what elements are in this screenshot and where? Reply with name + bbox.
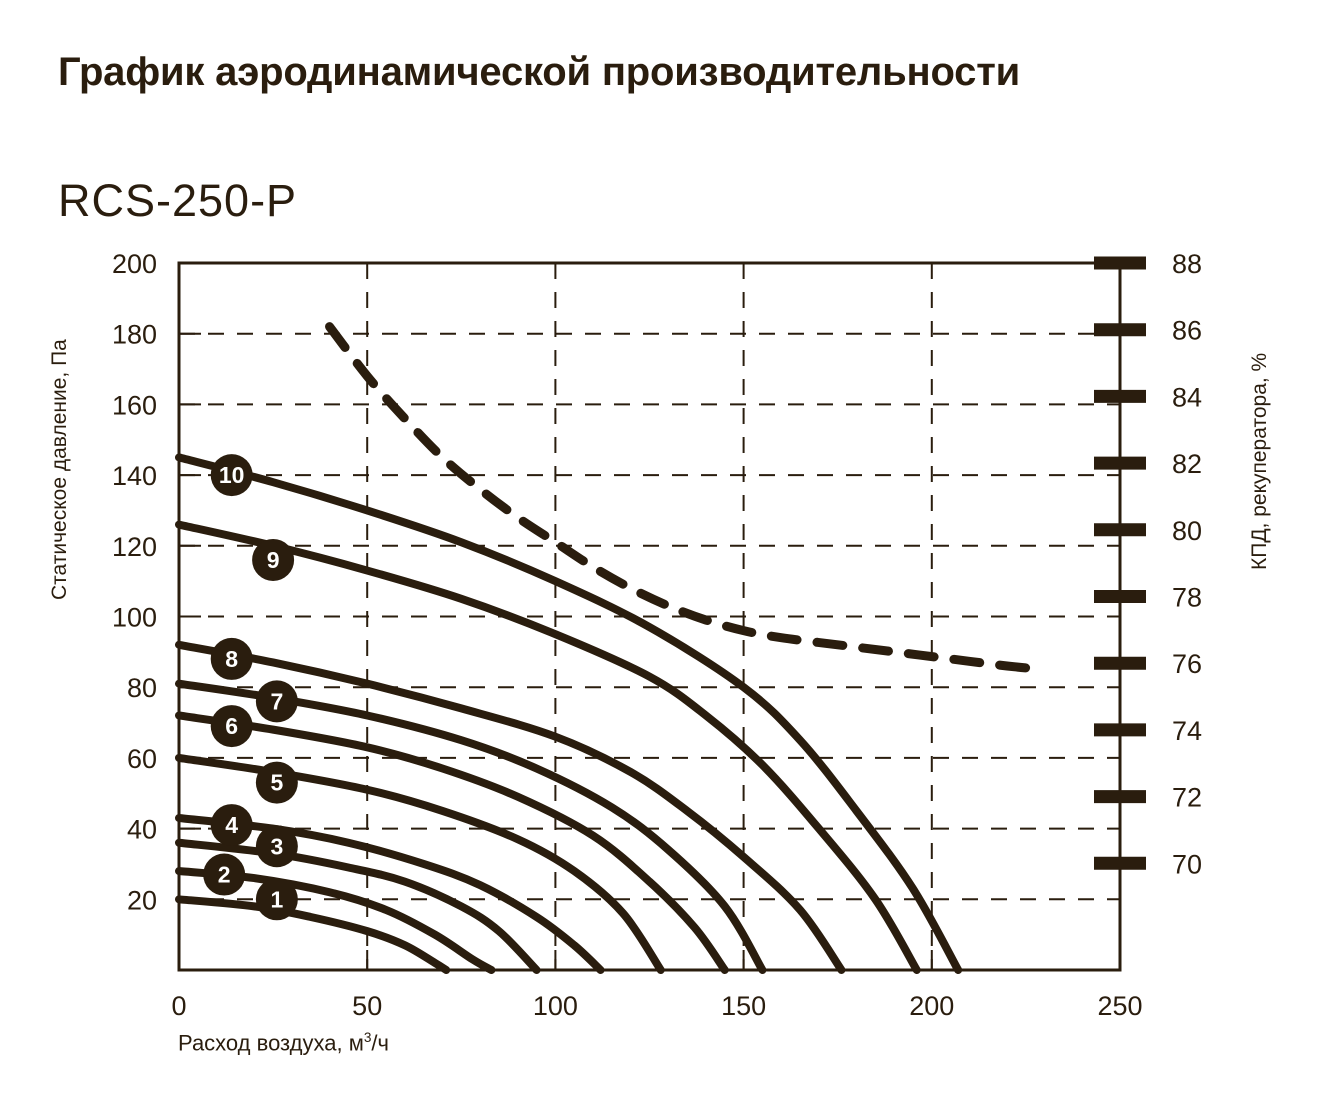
- curve-badge: 9: [252, 538, 295, 581]
- x-axis-label: Расход воздуха, м3/ч: [178, 1030, 389, 1056]
- y-tick-label: 80: [127, 673, 157, 703]
- curve-badge-circle: [255, 878, 298, 921]
- curve-badge-label: 4: [225, 812, 238, 838]
- fan-curve: [175, 895, 451, 974]
- curve-badges-layer: 10 9 8 7 6 5 4 3 2 1: [203, 454, 298, 921]
- curve-badge-circle: [210, 705, 253, 748]
- x-tick-label: 50: [352, 991, 382, 1021]
- curve-badge-label: 2: [218, 862, 231, 888]
- efficiency-curve: [325, 322, 1050, 675]
- y-tick-label: 140: [112, 461, 157, 491]
- fan-curve: [175, 453, 963, 974]
- y2-tick-label: 88: [1172, 249, 1202, 279]
- y-tick-label: 160: [112, 390, 157, 420]
- x-tick-label: 0: [171, 991, 186, 1021]
- curve-badge: 5: [255, 761, 298, 804]
- curve-badge-circle: [203, 853, 246, 896]
- curve-badge-label: 3: [270, 833, 283, 859]
- axis-ticks: [178, 256, 1146, 970]
- curve-badge-circle: [210, 454, 253, 497]
- x-axis-label-pre: Расход воздуха, м: [178, 1030, 364, 1056]
- curve-badge: 3: [255, 825, 298, 868]
- x-axis-label-sup: 3: [363, 1030, 372, 1045]
- curve-badge-label: 5: [270, 770, 283, 796]
- model-subtitle: RCS-250-P: [58, 175, 298, 226]
- curves-layer: [175, 453, 963, 974]
- curve-badge-label: 9: [267, 547, 280, 573]
- curve-badge-label: 1: [270, 886, 283, 912]
- y-tick-label: 40: [127, 815, 157, 845]
- curve-badge: 1: [255, 878, 298, 921]
- curve-badge-circle: [210, 804, 253, 847]
- curve-badge: 10: [210, 454, 253, 497]
- y-tick-label: 100: [112, 603, 157, 633]
- curve-badge-circle: [255, 761, 298, 804]
- curve-badge-label: 7: [270, 688, 283, 714]
- page-title: График аэродинамической производительнос…: [58, 50, 1020, 94]
- efficiency-curve-layer: [325, 322, 1050, 675]
- y2-tick-label: 78: [1172, 582, 1202, 612]
- x-tick-label: 250: [1097, 991, 1142, 1021]
- curve-badge: 4: [210, 804, 253, 847]
- curve-badge: 8: [210, 637, 253, 680]
- fan-curve: [175, 520, 921, 974]
- curve-badge: 2: [203, 853, 246, 896]
- y2-tick-label: 74: [1172, 716, 1202, 746]
- curve-badge-circle: [255, 680, 298, 723]
- y2-tick-label: 72: [1172, 783, 1202, 813]
- fan-curve: [175, 711, 729, 974]
- curve-badge-label: 10: [219, 462, 245, 488]
- y-tick-label: 200: [112, 249, 157, 279]
- y-tick-label: 180: [112, 320, 157, 350]
- fan-curve: [175, 640, 846, 974]
- curve-badge-circle: [252, 538, 295, 581]
- curve-badge: 6: [210, 705, 253, 748]
- y2-tick-label: 70: [1172, 849, 1202, 879]
- x-tick-label: 200: [909, 991, 954, 1021]
- x-axis-label-post: /ч: [371, 1030, 389, 1056]
- curve-badge-circle: [210, 637, 253, 680]
- y-tick-label: 20: [127, 885, 157, 915]
- y2-tick-label: 82: [1172, 449, 1202, 479]
- y2-tick-label: 84: [1172, 382, 1202, 412]
- curve-badge-circle: [255, 825, 298, 868]
- y2-tick-label: 86: [1172, 316, 1202, 346]
- curve-badge-label: 6: [225, 713, 238, 739]
- y2-tick-label: 80: [1172, 516, 1202, 546]
- curve-badge-label: 8: [225, 646, 238, 672]
- x-tick-label: 150: [721, 991, 766, 1021]
- fan-curve: [175, 867, 496, 974]
- y-tick-label: 120: [112, 532, 157, 562]
- y2-tick-label: 76: [1172, 649, 1202, 679]
- y-tick-label: 60: [127, 744, 157, 774]
- curve-badge: 7: [255, 680, 298, 723]
- x-tick-label: 100: [533, 991, 578, 1021]
